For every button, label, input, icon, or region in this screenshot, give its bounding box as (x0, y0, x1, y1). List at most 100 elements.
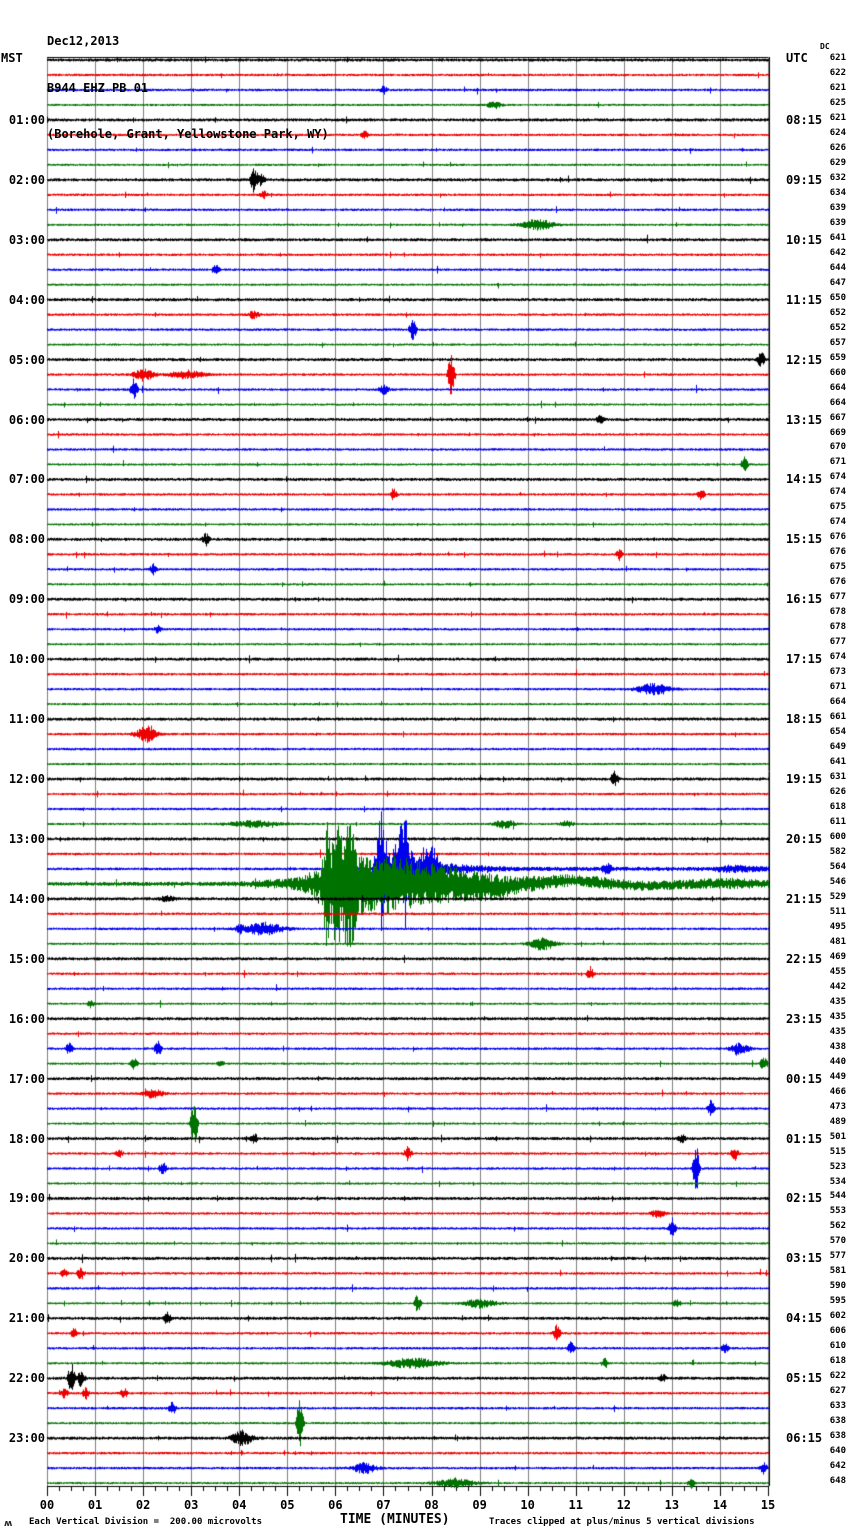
dc-offset-value: 648 (829, 1476, 846, 1487)
mst-hour-label: 15:00 (8, 951, 45, 966)
right-axis-title: UTC (786, 51, 808, 65)
dc-offset-value: 676 (829, 547, 846, 558)
dc-offset-value: 546 (829, 876, 846, 887)
x-tick-label: 13 (664, 1498, 680, 1512)
utc-hour-label: 17:15 (786, 652, 823, 667)
dc-offset-value: 629 (829, 157, 846, 168)
utc-hour-label: 02:15 (786, 1191, 823, 1206)
dc-offset-value: 544 (829, 1191, 846, 1202)
utc-hour-label: 15:15 (786, 532, 823, 547)
x-tick-label: 01 (87, 1498, 103, 1512)
dc-offset-value: 674 (829, 652, 846, 663)
x-tick-label: 15 (760, 1498, 776, 1512)
dc-offset-value: 473 (829, 1101, 846, 1112)
dc-offset-value: 435 (829, 1026, 846, 1037)
dc-offset-value: 469 (829, 951, 846, 962)
dc-offset-value: 677 (829, 637, 846, 648)
mst-hour-label: 19:00 (8, 1191, 45, 1206)
utc-hour-label: 13:15 (786, 412, 823, 427)
mst-hour-label: 09:00 (8, 592, 45, 607)
dc-offset-value: 644 (829, 262, 846, 273)
dc-offset-value: 600 (829, 831, 846, 842)
dc-offset-value: 621 (829, 112, 846, 123)
utc-hour-label: 05:15 (786, 1371, 823, 1386)
dc-offset-value: 622 (829, 1371, 846, 1382)
mst-hour-label: 18:00 (8, 1131, 45, 1146)
header-date: Dec12,2013 (47, 34, 120, 48)
dc-offset-value: 647 (829, 277, 846, 288)
utc-hour-label: 21:15 (786, 891, 823, 906)
dc-offset-value: 577 (829, 1251, 846, 1262)
dc-offset-value: 618 (829, 1356, 846, 1367)
clipping-note: Traces clipped at plus/minus 5 vertical … (489, 1517, 755, 1527)
utc-hour-label: 01:15 (786, 1131, 823, 1146)
dc-offset-value: 631 (829, 772, 846, 783)
dc-offset-value: 632 (829, 172, 846, 183)
x-tick-label: 09 (472, 1498, 487, 1512)
mst-hour-label: 07:00 (8, 472, 45, 487)
dc-offset-value: 674 (829, 487, 846, 498)
dc-offset-value: 511 (829, 906, 846, 917)
dc-offset-value: 671 (829, 457, 846, 468)
utc-hour-label: 14:15 (786, 472, 823, 487)
dc-offset-value: 657 (829, 337, 846, 348)
mst-hour-label: 12:00 (8, 772, 45, 787)
dc-offset-value: 590 (829, 1281, 846, 1292)
utc-hour-label: 00:15 (786, 1071, 823, 1086)
dc-offset-value: 564 (829, 861, 846, 872)
mst-hour-label: 02:00 (8, 172, 45, 187)
utc-hour-label: 19:15 (786, 772, 823, 787)
dc-offset-value: 449 (829, 1071, 846, 1082)
dc-offset-value: 455 (829, 966, 846, 977)
dc-offset-value: 641 (829, 757, 846, 768)
utc-hour-label: 23:15 (786, 1011, 823, 1026)
dc-offset-value: 489 (829, 1116, 846, 1127)
utc-hour-label: 22:15 (786, 951, 823, 966)
dc-offset-value: 570 (829, 1236, 846, 1247)
utc-hour-label: 09:15 (786, 172, 823, 187)
dc-offset-value: 621 (829, 53, 846, 63)
mst-hour-label: 23:00 (8, 1431, 45, 1446)
dc-offset-value: 677 (829, 592, 846, 603)
dc-offset-value: 553 (829, 1206, 846, 1217)
dc-offset-value: 618 (829, 802, 846, 812)
dc-offset-value: 435 (829, 1011, 846, 1022)
x-tick-label: 02 (135, 1498, 151, 1512)
mst-hour-label: 16:00 (8, 1011, 45, 1026)
dc-offset-value: 673 (829, 667, 846, 678)
dc-offset-value: 675 (829, 502, 846, 513)
vertical-scale-note: Each Vertical Division = 200.00 microvol… (29, 1517, 262, 1527)
dc-offset-value: 664 (829, 397, 846, 408)
dc-offset-value: 440 (829, 1056, 846, 1067)
x-tick-label: 04 (232, 1498, 247, 1512)
dc-offset-value: 523 (829, 1161, 846, 1172)
utc-hour-label: 04:15 (786, 1311, 823, 1326)
dc-offset-value: 638 (829, 1416, 846, 1427)
dc-offset-value: 582 (829, 846, 846, 857)
dc-offset-value: 642 (829, 247, 846, 258)
utc-hour-label: 11:15 (786, 292, 823, 307)
dc-offset-value: 610 (829, 1341, 846, 1352)
header-location: (Borehole, Grant, Yellowstone Park, WY) (47, 127, 329, 141)
dc-offset-value: 581 (829, 1266, 846, 1277)
mst-hour-label: 22:00 (8, 1371, 45, 1386)
dc-offset-value: 622 (829, 67, 846, 78)
dc-offset-value: 626 (829, 787, 846, 798)
dc-offset-value: 501 (829, 1131, 846, 1142)
dc-offset-value: 442 (829, 981, 846, 992)
mst-hour-label: 03:00 (8, 232, 45, 247)
mst-hour-label: 04:00 (8, 292, 45, 307)
x-tick-label: 03 (183, 1498, 199, 1512)
dc-offset-value: 654 (829, 727, 846, 738)
dc-offset-value: 438 (829, 1041, 846, 1052)
dc-offset-value: 639 (829, 217, 846, 228)
mst-hour-label: 13:00 (8, 831, 45, 846)
utc-hour-label: 12:15 (786, 352, 823, 367)
dc-offset-value: 633 (829, 1401, 846, 1412)
dc-offset-value: 534 (829, 1176, 846, 1187)
utc-hour-label: 18:15 (786, 712, 823, 727)
logo-glyph: ʍ (4, 1519, 13, 1529)
header: Dec12,2013 B944 EHZ PB 01 (Borehole, Gra… (47, 3, 329, 174)
